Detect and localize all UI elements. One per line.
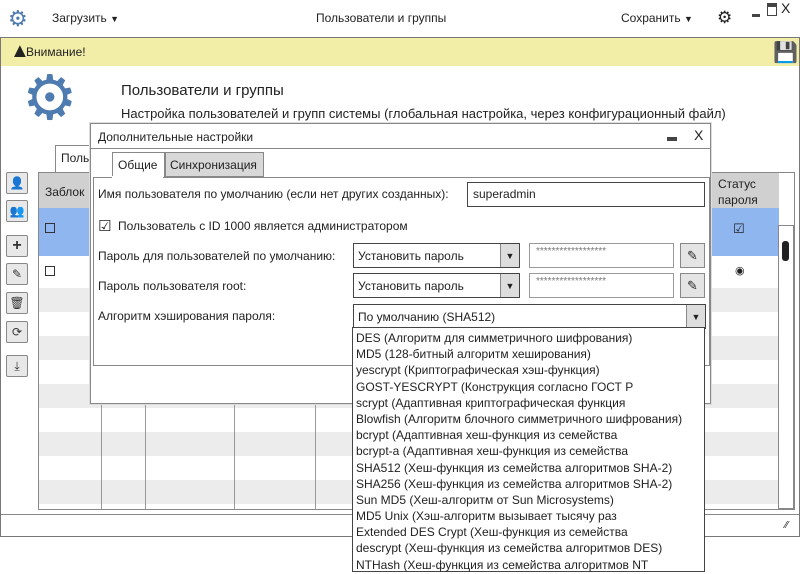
default-pass-value: ****************** [536,246,607,257]
dropdown-option[interactable]: SHA256 (Хеш-функция из семейства алгорит… [356,476,673,491]
dropdown-option[interactable]: MD5 Unix (Хэш-алгоритм вызывает тысячу р… [356,509,617,524]
default-pass-label: Пароль для пользователей по умолчанию: [98,249,336,263]
save-menu[interactable]: Сохранить ▼ [621,11,693,25]
admin-checkbox[interactable]: ☑ [98,218,112,235]
chevron-down-icon: ▼ [110,14,120,24]
warning-text: Внимание! [26,45,86,59]
tab-general-label: Общие [118,158,158,172]
load-menu[interactable]: Загрузить ▼ [52,11,119,25]
tab-users[interactable]: Поль [55,145,95,173]
root-pass-input[interactable]: ****************** [529,273,674,298]
root-pass-mode-value: Установить пароль [358,278,464,293]
download-icon: ⤓ [14,358,20,373]
column-status-header-2[interactable]: пароля [718,193,758,207]
hash-label: Алгоритм хэширования пароля: [98,309,276,323]
top-bar: ⚙ Загрузить ▼ Пользователи и группы Сохр… [0,0,800,38]
default-pass-mode-select[interactable]: Установить пароль ▼ [353,243,520,268]
chevron-down-icon: ▼ [500,244,519,267]
tab-sync-label: Синхронизация [170,158,257,172]
default-pass-input[interactable]: ****************** [529,243,674,268]
user-card-icon: 👤 [9,176,25,190]
chevron-down-icon: ▼ [683,14,693,24]
scrollbar-thumb[interactable] [782,241,789,261]
tab-sync[interactable]: Синхронизация [165,152,264,177]
username-value: superadmin [473,187,536,201]
refresh-button[interactable]: ⟳ [6,321,28,343]
header-gears-icon: ⚙ [22,64,78,133]
warning-icon: ▲ [10,40,30,62]
dropdown-option[interactable]: DES (Алгоритм для симметричного шифрован… [356,331,633,345]
groups-icon: 👥 [9,204,25,218]
dropdown-option[interactable]: Extended DES Crypt (Хеш-функция из семей… [356,525,628,540]
pencil-icon: ✎ [687,247,698,263]
dropdown-option[interactable]: bcrypt-a (Адаптивная хеш-функция из семе… [356,444,628,459]
user-card-button[interactable]: 👤 [6,172,28,194]
pencil-icon: ✎ [687,277,698,293]
page-title: Пользователи и группы [121,82,284,99]
trash-icon: 🗑 [9,296,25,310]
refresh-icon: ⟳ [11,325,23,339]
username-input[interactable]: superadmin [467,182,705,207]
column-locked-header[interactable]: Заблок [45,185,85,199]
tab-users-label: Поль [61,151,90,165]
row-lock-checkbox[interactable] [45,266,55,276]
resize-grip-icon[interactable]: ⁄⁄ [785,520,789,531]
hash-algorithm-select[interactable]: По умолчанию (SHA512) ▼ [353,304,706,329]
groups-button[interactable]: 👥 [6,200,28,222]
hash-algorithm-dropdown: DES (Алгоритм для симметричного шифрован… [352,327,705,572]
status-checked-icon: ☑ [733,221,745,236]
close-icon[interactable]: X [781,0,791,16]
edit-icon: ✎ [11,267,23,281]
dialog-title: Дополнительные настройки [98,130,254,144]
default-pass-mode-value: Установить пароль [358,248,464,263]
minimize-icon[interactable] [752,14,760,17]
window-title: Пользователи и группы [316,11,447,25]
edit-root-pass-button[interactable]: ✎ [680,273,705,298]
hash-value: По умолчанию (SHA512) [358,309,496,324]
dropdown-option[interactable]: NTHash (Хеш-функция из семейства алгорит… [356,557,649,572]
root-pass-mode-select[interactable]: Установить пароль ▼ [353,273,520,298]
dropdown-option[interactable]: scrypt (Адаптивная криптографическая фун… [356,395,626,410]
root-pass-value: ****************** [536,276,607,287]
dropdown-option[interactable]: Sun MD5 (Хеш-алгоритм от Sun Microsystem… [356,492,614,507]
dropdown-option[interactable]: MD5 (128-битный алгоритм хеширования) [356,347,591,362]
save-lock-icon[interactable]: 💾 [773,42,798,64]
table-scrollbar[interactable] [778,225,794,509]
maximize-icon[interactable] [767,3,777,16]
settings-gear-icon[interactable]: ⚙ [717,8,733,27]
load-label: Загрузить [52,11,107,25]
root-pass-label: Пароль пользователя root: [98,279,247,293]
chevron-down-icon: ▼ [686,305,705,328]
add-button[interactable]: + [6,235,28,257]
dropdown-option[interactable]: SHA512 (Хеш-функция из семейства алгорит… [356,460,673,475]
warning-bar: ▲ Внимание! 💾 [1,38,799,66]
download-button[interactable]: ⤓ [6,355,28,377]
edit-button[interactable]: ✎ [6,263,28,285]
page-subtitle: Настройка пользователей и групп системы … [121,106,726,121]
row-lock-checkbox[interactable] [45,223,55,233]
dropdown-option[interactable]: Blowfish (Алгоритм блочного симметричног… [356,411,683,426]
dropdown-option[interactable]: bcrypt (Адаптивная хеш-функция из семейс… [356,428,618,443]
dropdown-option[interactable]: descrypt (Хеш-функция из семейства алгор… [356,541,663,556]
dialog-close-icon[interactable]: X [694,127,704,143]
username-label: Имя пользователя по умолчанию (если нет … [98,187,449,201]
plus-icon: + [12,237,22,254]
tab-general[interactable]: Общие [112,152,165,178]
app-gears-icon: ⚙ [8,6,28,31]
delete-button[interactable]: 🗑 [6,292,28,314]
dropdown-option[interactable]: GOST-YESCRYPT (Конструкция согласно ГОСТ… [356,379,634,394]
chevron-down-icon: ▼ [500,274,519,297]
edit-default-pass-button[interactable]: ✎ [680,243,705,268]
column-status-header[interactable]: Статус [718,177,756,191]
status-radio-icon: ◉ [735,265,745,277]
dropdown-option[interactable]: yescrypt (Криптографическая хэш-функция) [356,363,600,378]
dialog-minimize-icon[interactable] [667,137,677,141]
admin-checkbox-label: Пользователь с ID 1000 является админист… [118,219,408,233]
save-label: Сохранить [621,11,681,25]
